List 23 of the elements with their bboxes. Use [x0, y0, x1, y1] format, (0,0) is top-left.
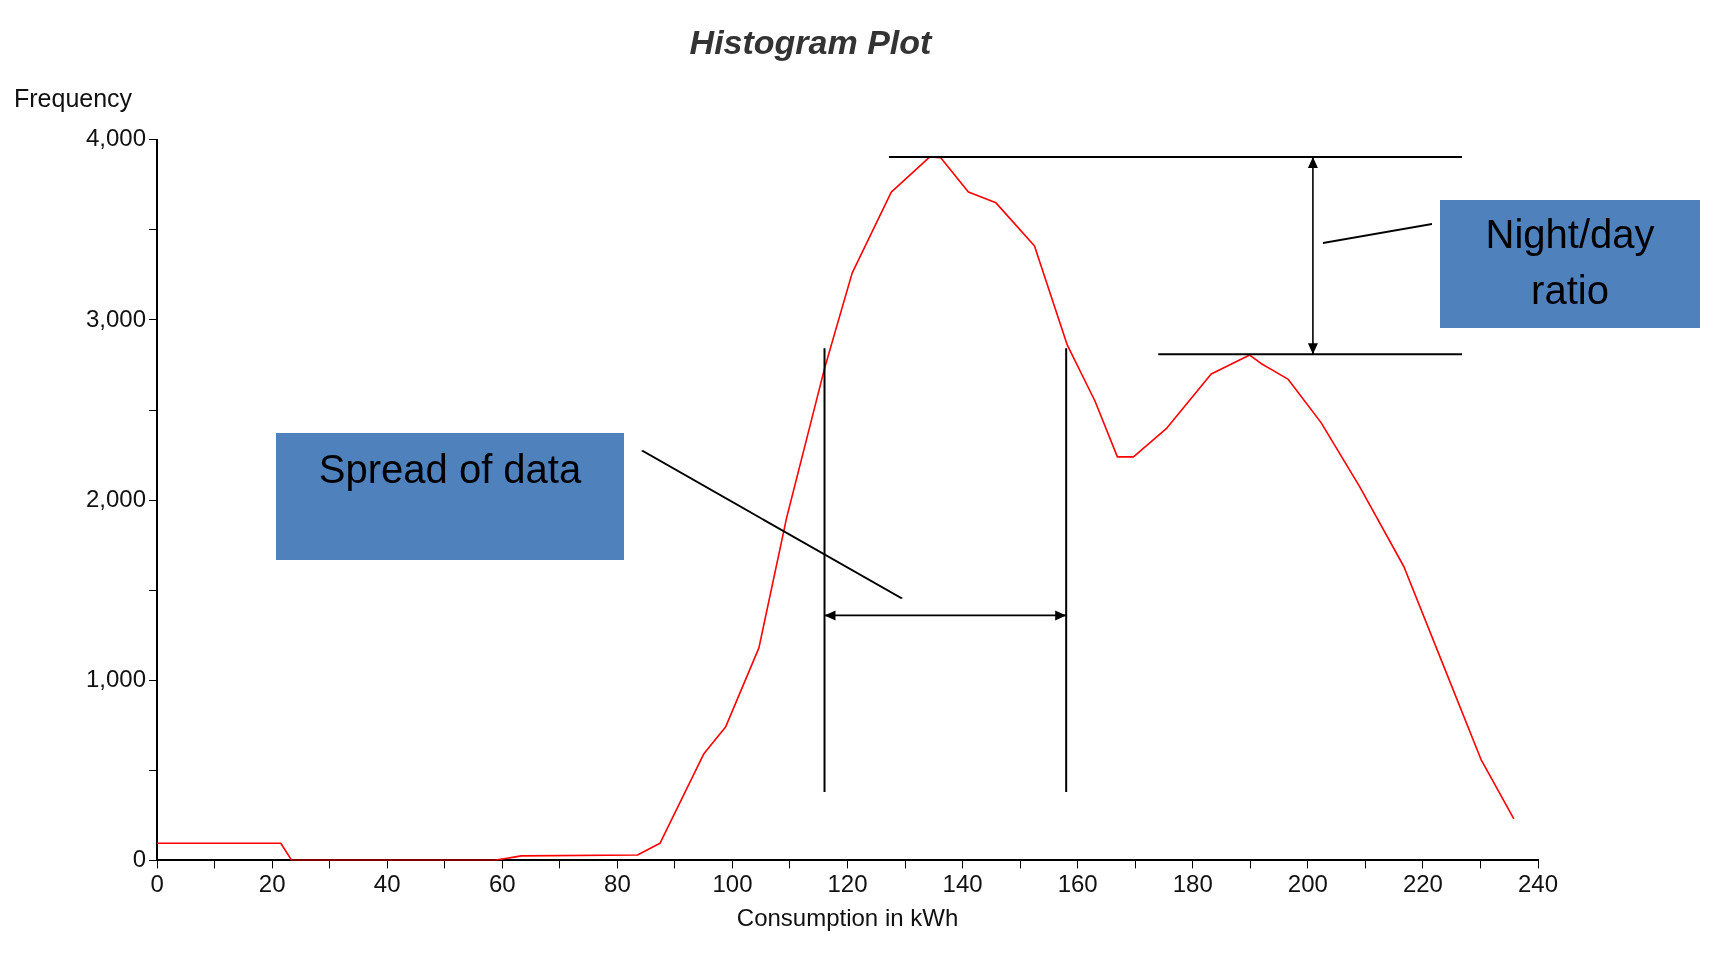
x-tick-label: 240 — [1517, 870, 1559, 898]
x-tick-label: 140 — [942, 870, 983, 898]
annotation: Spread of data — [276, 433, 624, 560]
x-tick-label: 80 — [604, 870, 631, 898]
x-tick-label: 160 — [1057, 870, 1098, 898]
x-tick-label: 100 — [712, 870, 753, 898]
x-tick-label: 40 — [373, 870, 401, 898]
y-tick-label: 4,000 — [86, 124, 147, 152]
x-tick-label: 120 — [827, 870, 868, 898]
annotation: Night/day ratio — [1440, 200, 1700, 328]
x-tick-label: 200 — [1287, 870, 1328, 898]
x-tick-label: 0 — [150, 870, 164, 898]
x-tick-label: 220 — [1402, 870, 1443, 898]
x-axis-title: Consumption in kWh — [736, 904, 959, 932]
chart-title: Histogram Plot — [689, 22, 934, 61]
x-tick-label: 60 — [488, 870, 516, 898]
y-axis-title: Frequency — [14, 84, 133, 113]
x-tick-label: 180 — [1172, 870, 1213, 898]
x-tick-label: 20 — [258, 870, 286, 898]
y-tick-label: 0 — [132, 845, 147, 873]
y-tick-label: 3,000 — [86, 304, 147, 332]
y-tick-label: 1,000 — [86, 664, 147, 692]
y-tick-label: 2,000 — [86, 484, 147, 512]
